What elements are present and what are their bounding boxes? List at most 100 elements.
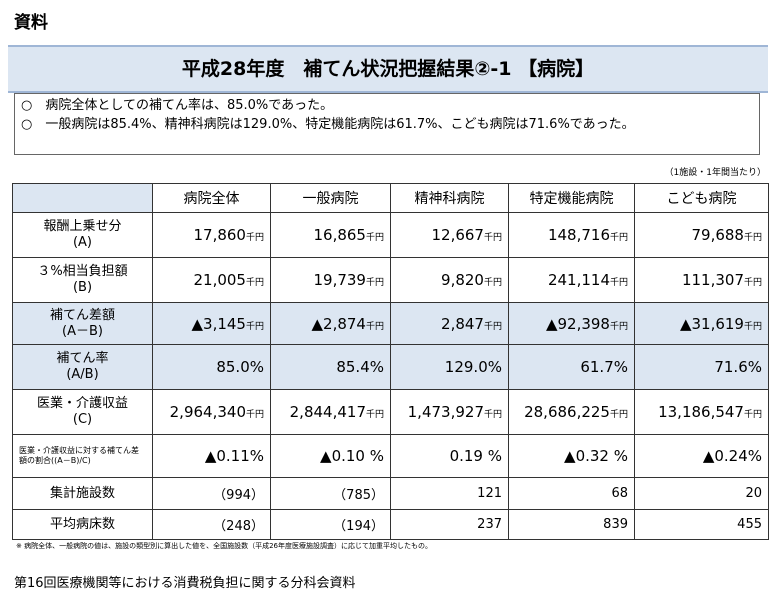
row-sublabel: (B): [72, 280, 93, 295]
cell-unit: 千円: [245, 321, 264, 332]
cell-value: （194）: [333, 519, 384, 534]
cell-value: 0.19 %: [449, 447, 502, 465]
row: ３%相当負担額 (B) 21,005千円 19,739千円 9,820千円 241,114…: [12, 257, 769, 303]
cell: 2,847千円: [390, 302, 509, 345]
table: 病院全体 一般病院 精神科病院 特定機能病院 こども病院 報酬上乗せ分 (A) 17,860…: [12, 183, 769, 540]
cell-value: 839: [603, 517, 628, 532]
cell: 12,667千円: [390, 212, 509, 258]
cell: 13,186,547千円: [634, 389, 769, 435]
cell-value: 85.4%: [336, 358, 384, 376]
row: 集計施設数 （994） （785） 121 68 20: [12, 477, 769, 510]
cell-value: 21,005: [193, 271, 246, 289]
cell: 28,686,225千円: [508, 389, 635, 435]
cell-unit: 千円: [245, 233, 264, 243]
cell: （785）: [270, 477, 391, 510]
cell-unit: 千円: [743, 321, 762, 332]
cell-value: 20: [745, 486, 762, 501]
row-label-text: 補てん率: [56, 351, 109, 366]
summary-line: ○ 病院全体としての補てん率は、85.0%であった。: [21, 98, 334, 113]
cell: 237: [390, 509, 509, 540]
cell: 9,820千円: [390, 257, 509, 303]
cell-unit: 千円: [609, 278, 628, 288]
row-label-text: 医業・介護収益: [36, 396, 128, 411]
cell: 85.0%: [152, 344, 271, 390]
cell: ▲0.32 %: [508, 434, 635, 478]
cell-unit: 千円: [365, 233, 384, 243]
cell-value: 2,847: [441, 314, 484, 333]
cell: ▲0.10 %: [270, 434, 391, 478]
row: 医業・介護収益に対する補てん差額の割合((A－B)/C) ▲0.11% ▲0.10 …: [12, 434, 769, 478]
row: 補てん率 (A/B) 85.0% 85.4% 129.0% 61.7% 71.6%: [12, 344, 769, 390]
cell: 21,005千円: [152, 257, 271, 303]
row: 医業・介護収益 (C) 2,964,340千円 2,844,417千円 1,473,92…: [12, 389, 769, 435]
row-label-text: 集計施設数: [49, 485, 115, 501]
cell: 68: [508, 477, 635, 510]
cell: 129.0%: [390, 344, 509, 390]
cell: ▲0.11%: [152, 434, 271, 478]
corner-cell: [12, 183, 153, 213]
cell-value: （994）: [213, 488, 264, 503]
cell-value: 129.0%: [444, 358, 502, 376]
row-sublabel: (C): [72, 412, 93, 427]
cell-value: （785）: [333, 488, 384, 503]
cell: 121: [390, 477, 509, 510]
cell: 455: [634, 509, 769, 540]
row-label: ３%相当負担額 (B): [12, 257, 153, 303]
cell-value: 9,820: [441, 271, 484, 289]
cell-unit: 千円: [743, 278, 762, 288]
cell-value: 71.6%: [714, 358, 762, 376]
row-label: 平均病床数: [12, 509, 153, 540]
cell-value: 2,844,417: [289, 403, 366, 421]
cell-value: ▲0.24%: [702, 447, 762, 465]
cell-unit: 千円: [483, 321, 502, 332]
row-sublabel: (A): [72, 235, 93, 250]
cell-value: 79,688: [691, 226, 744, 244]
cell: 79,688千円: [634, 212, 769, 258]
header-row: 病院全体 一般病院 精神科病院 特定機能病院 こども病院: [12, 183, 769, 213]
cell-value: 111,307: [681, 271, 744, 289]
row: 平均病床数 （248） （194） 237 839 455: [12, 509, 769, 540]
column-header: 特定機能病院: [508, 183, 635, 213]
cell-unit: 千円: [365, 410, 384, 420]
column-header: 精神科病院: [390, 183, 509, 213]
row-label-text: 平均病床数: [49, 516, 115, 532]
cell-value: ▲2,874: [311, 314, 366, 333]
cell-value: ▲3,145: [191, 314, 246, 333]
column-header: 一般病院: [270, 183, 391, 213]
row-label: 医業・介護収益に対する補てん差額の割合((A－B)/C): [12, 434, 153, 478]
cell: （994）: [152, 477, 271, 510]
cell: 111,307千円: [634, 257, 769, 303]
cell-unit: 千円: [483, 410, 502, 420]
cell-unit: 千円: [245, 410, 264, 420]
cell: ▲2,874千円: [270, 302, 391, 345]
cell-value: ▲31,619: [679, 314, 744, 333]
cell-value: 13,186,547: [658, 403, 744, 421]
row-label-text: 補てん差額: [49, 307, 115, 323]
summary-box: ○ 病院全体としての補てん率は、85.0%であった。 ○ 一般病院は85.4%、…: [14, 93, 760, 155]
cell: 20: [634, 477, 769, 510]
cell: ▲3,145千円: [152, 302, 271, 345]
cell-unit: 千円: [609, 233, 628, 243]
cell: 17,860千円: [152, 212, 271, 258]
cell: ▲31,619千円: [634, 302, 769, 345]
cell: ▲0.24%: [634, 434, 769, 478]
cell: 2,844,417千円: [270, 389, 391, 435]
cell: 1,473,927千円: [390, 389, 509, 435]
cell-value: ▲92,398: [545, 314, 610, 333]
cell-value: 237: [477, 517, 502, 532]
cell-unit: 千円: [609, 321, 628, 332]
footnote: ※ 病院全体、一般病院の値は、施設の類型別に算出した値を、全国施設数（平成26年…: [16, 542, 432, 550]
row-label-text: ３%相当負担額: [37, 264, 128, 279]
cell-value: 2,964,340: [169, 403, 246, 421]
row-sublabel: (A－B): [62, 323, 103, 339]
cell-value: 61.7%: [580, 358, 628, 376]
cell-value: 85.0%: [216, 358, 264, 376]
cell-value: 12,667: [431, 226, 484, 244]
cell: （248）: [152, 509, 271, 540]
row-sublabel: (A/B): [66, 367, 99, 382]
footer: 第16回医療機関等における消費税負担に関する分科会資料: [14, 576, 356, 591]
cell-value: 148,716: [547, 226, 610, 244]
cell-unit: 千円: [365, 321, 384, 332]
cell: 19,739千円: [270, 257, 391, 303]
